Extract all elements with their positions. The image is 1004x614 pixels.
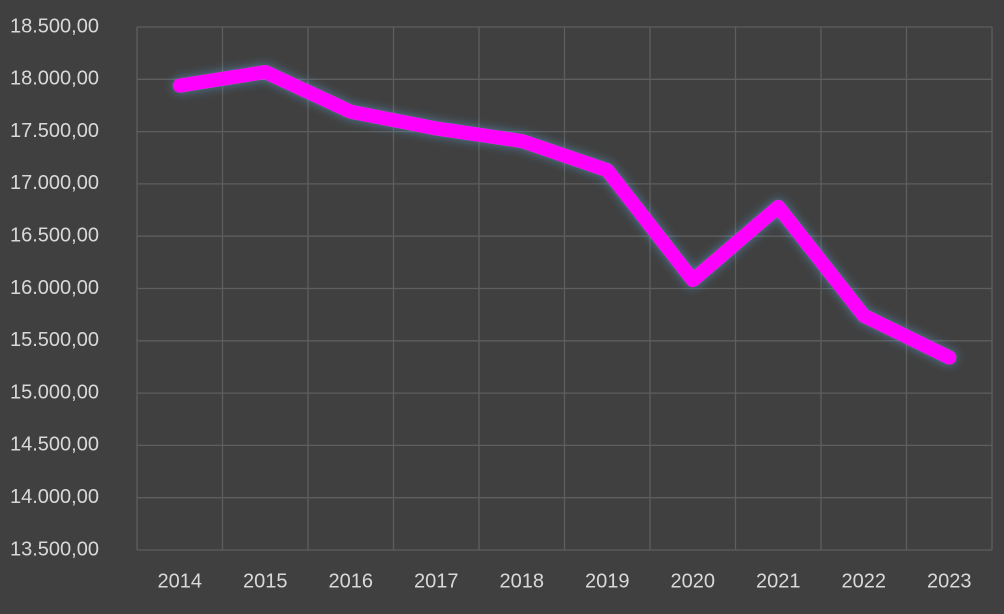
y-tick-label: 16.500,00 (10, 224, 99, 246)
y-tick-label: 18.000,00 (10, 68, 99, 90)
x-tick-label: 2021 (756, 570, 801, 592)
x-tick-label: 2022 (842, 570, 887, 592)
y-tick-label: 17.000,00 (10, 172, 99, 194)
y-tick-label: 15.500,00 (10, 329, 99, 351)
x-tick-label: 2018 (500, 570, 545, 592)
y-tick-label: 13.500,00 (10, 538, 99, 560)
y-tick-label: 16.000,00 (10, 277, 99, 299)
x-tick-label: 2016 (329, 570, 374, 592)
y-tick-label: 18.500,00 (10, 15, 99, 37)
y-tick-label: 14.000,00 (10, 486, 99, 508)
x-tick-label: 2014 (158, 570, 203, 592)
x-tick-label: 2023 (927, 570, 972, 592)
x-tick-label: 2017 (414, 570, 459, 592)
x-tick-label: 2019 (585, 570, 630, 592)
x-tick-label: 2020 (671, 570, 716, 592)
y-tick-label: 17.500,00 (10, 120, 99, 142)
data-line (172, 64, 957, 365)
y-tick-label: 14.500,00 (10, 434, 99, 456)
x-tick-label: 2015 (243, 570, 288, 592)
y-tick-label: 15.000,00 (10, 381, 99, 403)
